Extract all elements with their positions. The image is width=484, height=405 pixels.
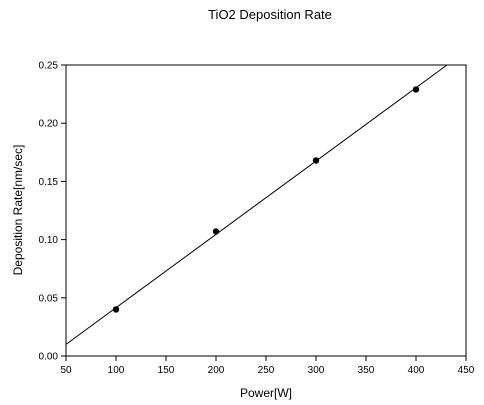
plot-frame (65, 64, 467, 357)
data-point (312, 157, 320, 164)
x-tick-label: 350 (358, 365, 375, 376)
x-tick-label: 200 (208, 365, 225, 376)
x-axis-label: Power[W] (240, 386, 292, 400)
data-point (112, 306, 120, 313)
x-tick-label: 250 (258, 365, 275, 376)
y-tick-label: 0.15 (39, 177, 59, 188)
x-tick-label: 150 (158, 365, 175, 376)
x-tick-label: 300 (308, 365, 325, 376)
data-points (112, 86, 420, 313)
y-tick-label: 0.05 (39, 293, 59, 304)
x-axis-ticks: 50 100 150 200 250 300 350 400 450 (60, 356, 475, 376)
y-tick-label: 0.10 (39, 235, 59, 246)
y-tick-label: 0.25 (39, 61, 59, 72)
chart-title: TiO2 Deposition Rate (208, 7, 332, 22)
x-tick-label: 50 (60, 365, 72, 376)
fit-line (65, 64, 448, 345)
y-tick-label: 0.00 (39, 352, 59, 363)
x-tick-label: 100 (108, 365, 125, 376)
fit-line-group (65, 64, 448, 345)
data-point (412, 86, 420, 93)
x-tick-label: 450 (458, 365, 475, 376)
data-point (212, 228, 220, 235)
x-tick-label: 400 (408, 365, 425, 376)
y-axis-ticks: 0.00 0.05 0.10 0.15 0.20 0.25 (39, 61, 66, 363)
y-axis-label: Deposition Rate[nm/sec] (11, 145, 25, 276)
y-tick-label: 0.20 (39, 119, 59, 130)
